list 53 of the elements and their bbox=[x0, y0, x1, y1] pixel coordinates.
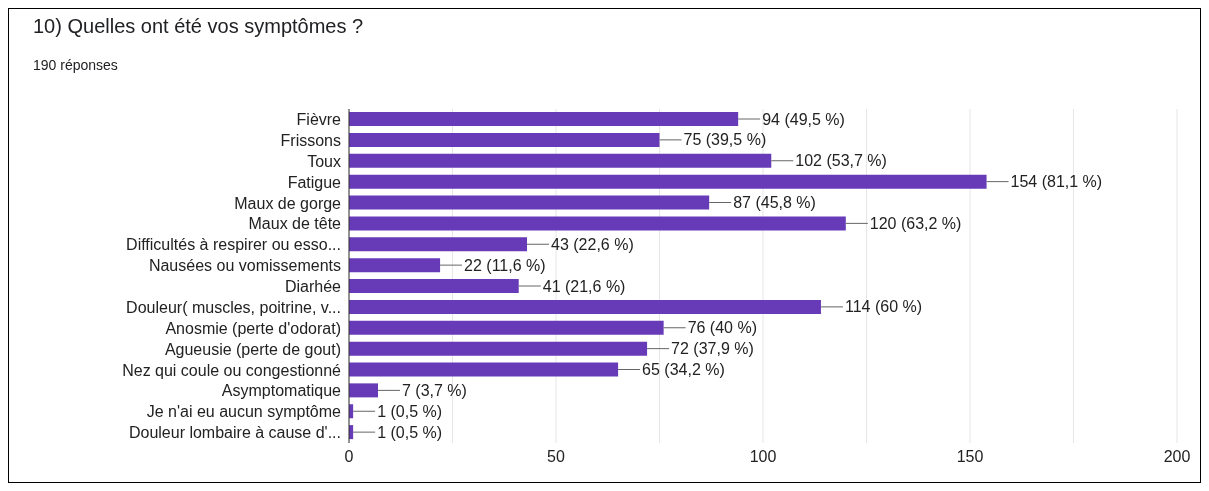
data-label: 65 (34,2 %) bbox=[642, 361, 725, 378]
data-label: 22 (11,6 %) bbox=[464, 256, 546, 274]
data-label: 87 (45,8 %) bbox=[733, 194, 816, 211]
data-label: 1 (0,5 %) bbox=[377, 402, 443, 420]
data-label: 41 (21,6 %) bbox=[542, 277, 626, 295]
bar bbox=[349, 383, 378, 398]
y-tick-label: Nez qui coule ou congestionné bbox=[122, 361, 342, 379]
x-tick-label: 50 bbox=[547, 448, 565, 466]
data-label: 43 (22,6 %) bbox=[551, 235, 634, 253]
y-tick-label: Toux bbox=[307, 152, 341, 170]
y-tick-label: Fatigue bbox=[287, 173, 342, 191]
y-tick-label: Fièvre bbox=[296, 111, 342, 129]
data-label: 72 (37,9 %) bbox=[671, 340, 754, 358]
bar bbox=[349, 362, 619, 377]
y-tick-label: Douleur lombaire à cause d'... bbox=[128, 424, 341, 442]
bar bbox=[349, 112, 739, 126]
x-tick-label: 200 bbox=[1163, 448, 1191, 466]
data-label: 154 (81,1 %) bbox=[1010, 173, 1103, 191]
data-label: 1 (0,5 %) bbox=[377, 423, 443, 441]
data-label: 94 (49,5 %) bbox=[762, 110, 845, 128]
y-tick-label: Maux de gorge bbox=[234, 194, 342, 212]
bar bbox=[349, 195, 710, 210]
y-tick-label: Frissons bbox=[280, 131, 341, 149]
data-label: 75 (39,5 %) bbox=[683, 131, 767, 149]
data-label: 7 (3,7 %) bbox=[401, 381, 467, 399]
x-tick-label: 100 bbox=[749, 448, 777, 466]
y-tick-label: Anosmie (perte d'odorat) bbox=[165, 319, 341, 337]
y-tick-label: Maux de tête bbox=[248, 215, 342, 233]
chart-title: 10) Quelles ont été vos symptômes ? bbox=[33, 15, 364, 38]
bar bbox=[349, 153, 772, 168]
y-tick-label: Asymptomatique bbox=[221, 382, 342, 400]
bar bbox=[349, 132, 660, 147]
bar bbox=[349, 174, 987, 189]
y-tick-label: Difficultés à respirer ou esso... bbox=[126, 236, 341, 254]
y-tick-label: Diarhée bbox=[284, 278, 342, 296]
x-tick-label: 150 bbox=[956, 448, 984, 466]
bar bbox=[349, 341, 648, 356]
y-tick-label: Douleur( muscles, poitrine, v... bbox=[126, 298, 341, 316]
data-label: 76 (40 %) bbox=[687, 319, 758, 337]
bar bbox=[349, 237, 528, 252]
bar bbox=[349, 216, 846, 231]
text: 190 réponses bbox=[33, 57, 118, 73]
y-tick-label: Agueusie (perte de gout) bbox=[164, 340, 341, 358]
bar bbox=[349, 258, 441, 273]
bar bbox=[349, 320, 664, 335]
y-tick-label: Je n'ai eu aucun symptôme bbox=[146, 403, 342, 421]
data-label: 114 (60 %) bbox=[844, 298, 923, 316]
bar bbox=[349, 299, 821, 314]
x-tick-label: 0 bbox=[344, 448, 354, 466]
data-label: 120 (63,2 %) bbox=[869, 214, 962, 232]
bar bbox=[349, 279, 519, 293]
y-tick-label: Nausées ou vomissements bbox=[148, 257, 341, 275]
data-label: 102 (53,7 %) bbox=[795, 152, 887, 170]
